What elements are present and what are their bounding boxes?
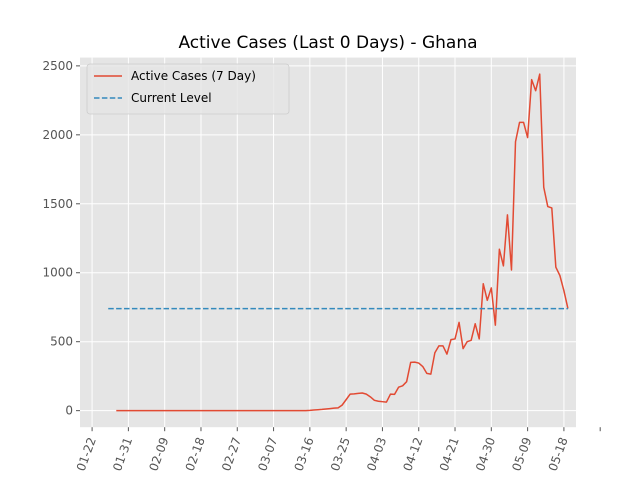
y-tick-label: 2000: [42, 128, 73, 142]
y-axis: 0 500 1000 1500 2000 2500: [42, 59, 80, 418]
series-layer: [108, 73, 569, 412]
series-line-1: [116, 73, 569, 412]
y-tick-label: 1500: [42, 197, 73, 211]
legend: Active Cases (7 Day) Current Level: [86, 63, 290, 115]
y-tick-label: 2500: [42, 59, 73, 73]
legend-box: [86, 63, 290, 115]
chart-title: Active Cases (Last 0 Days) - Ghana: [178, 33, 477, 53]
y-tick-label: 0: [65, 404, 73, 418]
plot-area: [80, 57, 576, 428]
grid: [80, 57, 601, 428]
y-tick-label: 1000: [42, 266, 73, 280]
y-tick-label: 500: [50, 335, 73, 349]
legend-label: Current Level: [131, 91, 212, 105]
legend-label: Active Cases (7 Day): [131, 69, 256, 83]
